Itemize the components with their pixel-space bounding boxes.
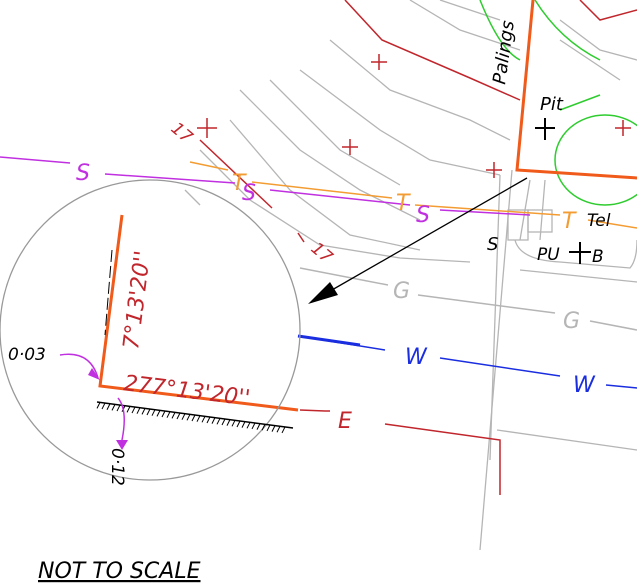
electric-label: E (338, 409, 352, 434)
scale-note: NOT TO SCALE (38, 559, 201, 584)
detail-circle (0, 180, 300, 480)
contours (185, 0, 637, 550)
gas-label: G (563, 309, 580, 334)
b-label: B (592, 247, 604, 267)
contour-label: 17 (167, 119, 197, 148)
sewer-label: S (416, 203, 430, 228)
boundaries (197, 0, 637, 495)
leader-head (308, 282, 338, 304)
offset-y: 0·12 (107, 448, 127, 486)
hatching (97, 402, 285, 433)
telecom-label: T (232, 171, 247, 196)
pit-mark (535, 118, 555, 140)
side-bearing: 7°13'20'' (119, 249, 156, 350)
offset-x: 0·03 (8, 345, 46, 365)
sewer-label: S (76, 161, 90, 186)
water-label: W (573, 373, 596, 398)
gas-label: G (393, 279, 410, 304)
title-boundary (100, 0, 637, 410)
contour-label: 17 (307, 239, 337, 268)
telecom-label: T (396, 191, 411, 216)
sewer-label: S (487, 234, 498, 255)
boundary-bearing: 277°13'20'' (122, 371, 251, 411)
pu-mark (569, 242, 591, 264)
drawing: Palings Pit Tel PU B S S S S T T T G G W… (0, 0, 637, 585)
offset-arrows (60, 354, 124, 440)
tel-label: Tel (587, 211, 611, 231)
telecom-label: T (562, 209, 577, 234)
pit-label: Pit (540, 94, 564, 115)
water-label: W (405, 345, 428, 370)
pu-label: PU (537, 245, 560, 265)
